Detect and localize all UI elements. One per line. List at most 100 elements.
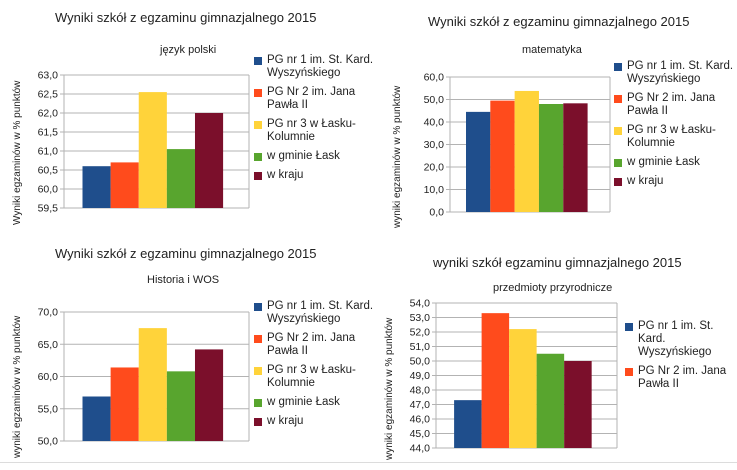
- chart-title: Wyniki szkół z egzaminu gimnazjalnego 20…: [55, 246, 317, 261]
- bar: [166, 371, 195, 441]
- legend-item: PG Nr 2 im. Jana Pawła II: [254, 86, 389, 112]
- legend-label: PG nr 1 im. St. Kard. Wyszyńskiego: [267, 54, 374, 79]
- y-tick-label: 30,0: [424, 139, 445, 151]
- legend-item: PG nr 3 w Łasku- Kolumnie: [254, 364, 389, 390]
- legend-swatch: [614, 127, 622, 135]
- y-tick-label: 50,0: [38, 436, 59, 448]
- bar: [563, 103, 588, 212]
- chart-subtitle: matematyka: [522, 44, 582, 56]
- chart-subtitle: przedmioty przyrodnicze: [493, 282, 613, 294]
- y-axis-label: wyniki egzaminów w % punktów: [384, 317, 395, 460]
- y-tick-label: 48,0: [410, 385, 431, 397]
- legend-label: w kraju: [267, 169, 304, 181]
- bar: [454, 400, 482, 448]
- bar: [166, 149, 195, 208]
- legend-swatch: [614, 63, 622, 71]
- bar: [536, 353, 565, 448]
- y-tick-label: 47,0: [410, 399, 431, 411]
- y-tick-label: 60,5: [38, 165, 59, 177]
- legend-label: w gminie Łask: [267, 150, 340, 162]
- y-tick-label: 60,0: [424, 72, 445, 84]
- legend-item: w gminie Łask: [614, 156, 736, 169]
- y-tick-label: 61,5: [38, 127, 59, 139]
- y-tick-label: 40,0: [424, 117, 445, 129]
- chart-title: Wyniki szkół z egzaminu gimnazjalnego 20…: [55, 10, 317, 25]
- y-tick-label: 65,0: [38, 339, 59, 351]
- legend-swatch: [254, 89, 262, 97]
- legend-label: w gminie Łask: [267, 396, 340, 408]
- legend-item: PG nr 1 im. St. Kard. Wyszyńskiego: [254, 300, 389, 326]
- bar: [82, 396, 111, 441]
- legend-item: w kraju: [254, 169, 389, 182]
- legend-label: PG nr 3 w Łasku- Kolumnie: [267, 364, 356, 389]
- legend-swatch: [254, 57, 262, 65]
- y-tick-label: 70,0: [38, 307, 59, 319]
- y-tick-label: 52,0: [410, 327, 431, 339]
- legend-label: w kraju: [267, 415, 304, 427]
- legend-item: w kraju: [254, 415, 389, 428]
- legend-swatch: [254, 153, 262, 161]
- y-tick-label: 61,0: [38, 146, 59, 158]
- chart-subtitle: język polski: [160, 44, 217, 56]
- legend-label: PG Nr 2 im. Jana Pawła II: [267, 86, 356, 111]
- bar: [466, 111, 491, 212]
- y-tick-label: 0,0: [429, 207, 444, 219]
- legend-item: PG nr 1 im. St. Kard. Wyszyńskiego: [614, 60, 736, 86]
- chart-legend: PG nr 1 im. St. Kard. Wyszyńskiego PG Nr …: [254, 300, 389, 434]
- y-tick-label: 51,0: [410, 341, 431, 353]
- chart-legend: PG nr 1 im. St. Kard. Wyszyńskiego PG Nr …: [625, 320, 735, 397]
- y-tick-label: 54,0: [410, 298, 431, 310]
- y-tick-label: 63,0: [38, 70, 59, 82]
- sheet-gridline: [0, 462, 737, 463]
- y-tick-label: 60,0: [38, 371, 59, 383]
- legend-item: w kraju: [614, 175, 736, 188]
- chart-legend: PG nr 1 im. St. Kard. Wyszyńskiego PG Nr …: [614, 60, 736, 194]
- legend-label: PG nr 3 w Łasku- Kolumnie: [267, 118, 356, 143]
- y-tick-label: 60,0: [38, 184, 59, 196]
- legend-label: w kraju: [627, 175, 664, 187]
- bar: [82, 166, 111, 208]
- legend-swatch: [254, 418, 262, 426]
- legend-swatch: [254, 172, 262, 180]
- legend-swatch: [254, 121, 262, 129]
- bar: [514, 90, 539, 212]
- legend-label: PG nr 1 im. St. Kard. Wyszyńskiego: [267, 300, 374, 325]
- y-tick-label: 45,0: [410, 428, 431, 440]
- y-tick-label: 46,0: [410, 414, 431, 426]
- legend-item: PG nr 1 im. St. Kard. Wyszyńskiego: [625, 320, 735, 359]
- bar: [564, 361, 592, 448]
- chart-subtitle: Historia i WOS: [147, 274, 220, 286]
- legend-label: PG Nr 2 im. Jana Pawła II: [267, 332, 356, 357]
- legend-item: PG Nr 2 im. Jana Pawła II: [614, 92, 736, 118]
- bar: [509, 329, 537, 448]
- chart-title: Wyniki szkół z egzaminu gimnazjalnego 20…: [428, 14, 690, 29]
- bar: [138, 328, 167, 441]
- legend-item: PG nr 1 im. St. Kard. Wyszyńskiego: [254, 54, 389, 80]
- legend-swatch: [614, 159, 622, 167]
- legend-swatch: [254, 399, 262, 407]
- legend-swatch: [254, 335, 262, 343]
- legend-swatch: [254, 303, 262, 311]
- legend-swatch: [614, 178, 622, 186]
- y-tick-label: 20,0: [424, 162, 445, 174]
- bar: [138, 92, 167, 208]
- y-axis-label: wyniki egzaminów w % punktów: [392, 85, 403, 228]
- chart-legend: PG nr 1 im. St. Kard. Wyszyńskiego PG Nr …: [254, 54, 389, 188]
- legend-swatch: [254, 367, 262, 375]
- y-tick-label: 44,0: [410, 443, 431, 455]
- y-axis-label: wyniki egzaminów w % punktów: [12, 315, 23, 458]
- legend-label: PG nr 3 w Łasku- Kolumnie: [627, 124, 716, 149]
- chart-title: wyniki szkół egzaminu gimnazjalnego 2015: [433, 255, 682, 270]
- bar: [481, 313, 510, 448]
- legend-item: PG Nr 2 im. Jana Pawła II: [625, 365, 735, 391]
- y-tick-label: 10,0: [424, 184, 445, 196]
- legend-item: PG Nr 2 im. Jana Pawła II: [254, 332, 389, 358]
- bar: [194, 113, 224, 208]
- y-tick-label: 53,0: [410, 312, 431, 324]
- legend-label: w gminie Łask: [627, 156, 700, 168]
- legend-label: PG nr 1 im. St. Kard. Wyszyńskiego: [638, 320, 714, 358]
- bar: [490, 100, 515, 212]
- legend-label: PG Nr 2 im. Jana Pawła II: [627, 92, 716, 117]
- y-tick-label: 49,0: [410, 370, 431, 382]
- legend-item: w gminie Łask: [254, 150, 389, 163]
